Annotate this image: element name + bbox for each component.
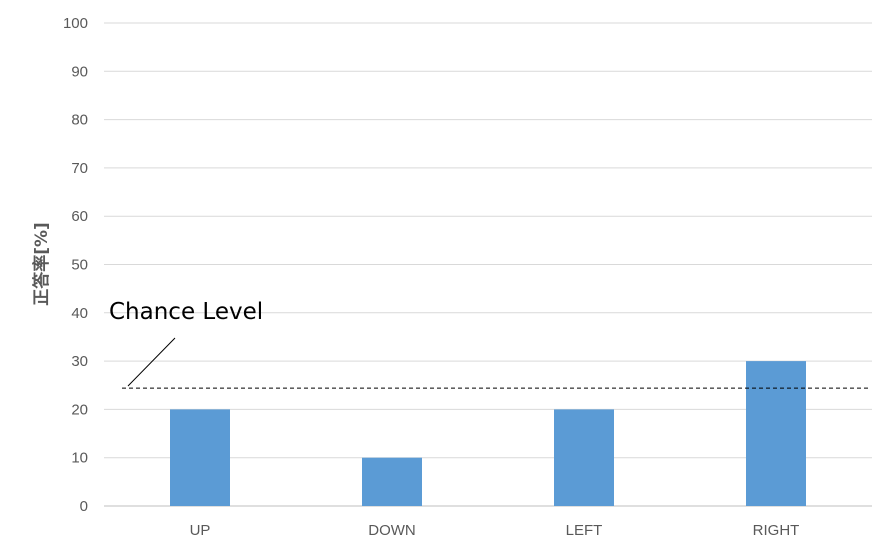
x-tick-labels: UP DOWN LEFT RIGHT xyxy=(190,522,800,539)
bar-right xyxy=(746,361,806,506)
bars xyxy=(170,361,806,506)
y-tick-label: 80 xyxy=(71,112,88,129)
y-tick-label: 20 xyxy=(71,401,88,418)
gridlines xyxy=(104,22,872,507)
y-tick-label: 70 xyxy=(71,160,88,177)
bar-up xyxy=(170,409,230,506)
chance-level-label: Chance Level xyxy=(109,299,263,325)
y-tick-label: 90 xyxy=(71,63,88,80)
y-tick-label: 60 xyxy=(71,208,88,225)
y-tick-label: 0 xyxy=(80,498,88,515)
x-tick-label: LEFT xyxy=(566,522,603,539)
y-axis-label: 正答率[%] xyxy=(31,222,52,306)
y-tick-label: 50 xyxy=(71,257,88,274)
bar-down xyxy=(362,457,422,506)
x-tick-label: RIGHT xyxy=(753,522,800,539)
x-tick-label: DOWN xyxy=(368,522,416,539)
y-tick-label: 40 xyxy=(71,305,88,322)
x-tick-label: UP xyxy=(190,522,211,539)
bar-left xyxy=(554,409,614,506)
y-tick-label: 100 xyxy=(63,15,88,32)
y-tick-label: 30 xyxy=(71,353,88,370)
y-tick-label: 10 xyxy=(71,450,88,467)
y-tick-labels: 0 10 20 30 40 50 60 70 80 90 100 xyxy=(63,15,88,515)
chance-level-leader-line xyxy=(127,337,176,387)
